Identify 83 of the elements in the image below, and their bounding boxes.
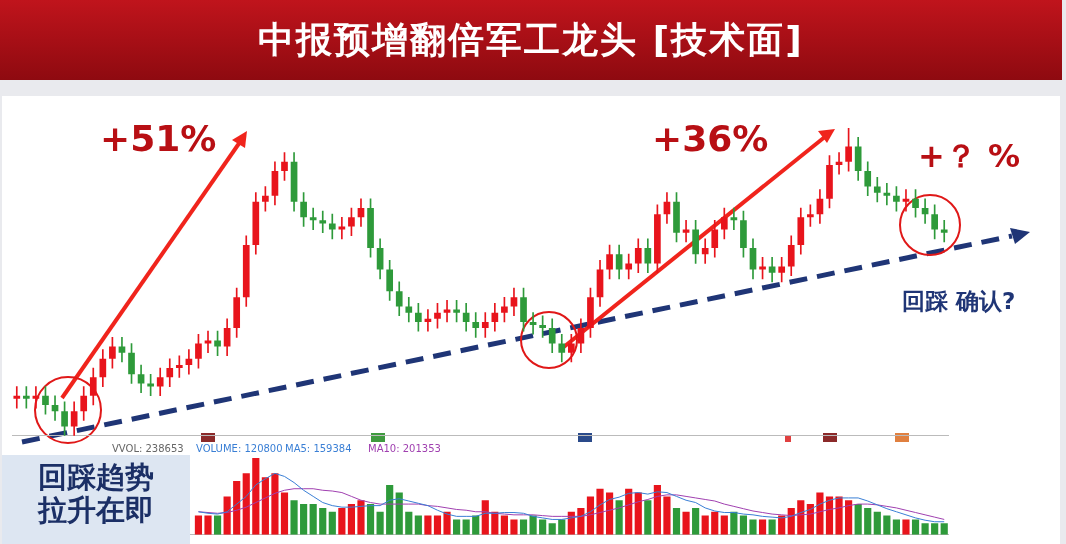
bar <box>347 504 356 535</box>
candlestick <box>701 238 709 264</box>
bar <box>223 496 231 535</box>
bar <box>548 523 556 535</box>
candlestick <box>472 312 480 338</box>
bar <box>663 496 671 535</box>
bar <box>911 519 920 535</box>
bar <box>615 500 623 535</box>
bar <box>414 515 422 535</box>
bar <box>539 519 547 535</box>
bar <box>213 515 222 535</box>
bar <box>319 507 327 535</box>
bar <box>204 515 212 535</box>
candlestick <box>309 207 317 230</box>
bar <box>300 504 308 535</box>
bar <box>653 484 661 535</box>
bar <box>596 488 604 535</box>
bar <box>290 500 298 535</box>
chart-title: 中报预增翻倍军工龙头 [技术面] <box>0 0 1062 80</box>
bar <box>921 523 929 535</box>
bar <box>845 500 853 535</box>
bar <box>749 519 757 535</box>
bar <box>424 515 432 535</box>
bar <box>768 519 776 535</box>
candlestick <box>13 386 21 409</box>
candlestick <box>405 296 413 323</box>
bar <box>280 492 289 535</box>
bar <box>261 477 269 535</box>
bar <box>328 511 336 535</box>
annotation: 回踩 确认? <box>902 288 1016 315</box>
bar <box>682 511 690 535</box>
annotation: +51% <box>100 118 217 160</box>
bar <box>500 515 508 535</box>
candlestick <box>338 216 346 240</box>
bar <box>519 519 528 535</box>
text: MA10: 201353 <box>368 443 441 455</box>
bar <box>462 519 470 535</box>
candlestick <box>319 210 327 233</box>
bar <box>252 458 260 535</box>
bar <box>854 504 862 535</box>
bar <box>940 523 948 535</box>
bar <box>405 511 413 535</box>
bar <box>433 515 442 535</box>
annotation: +？ % <box>918 137 1021 175</box>
bar <box>672 507 681 535</box>
bar <box>892 519 900 535</box>
text: VOLUME: 120800 <box>196 443 283 455</box>
bar <box>194 515 203 535</box>
bar <box>271 473 279 535</box>
text: VVOL: 238653 <box>112 443 184 455</box>
annotation: +36% <box>652 118 769 160</box>
bar <box>309 504 317 535</box>
bar <box>873 511 881 535</box>
bar <box>883 515 891 535</box>
bar <box>701 515 709 535</box>
bar <box>366 504 375 535</box>
bar <box>634 492 642 535</box>
candlestick <box>481 312 489 338</box>
bar <box>692 507 700 535</box>
bar <box>453 519 461 535</box>
bar <box>242 473 250 535</box>
bar <box>758 519 767 535</box>
bar <box>711 511 719 535</box>
candlestick <box>175 355 183 378</box>
bar <box>864 507 872 535</box>
bar <box>510 519 518 535</box>
candlestick <box>940 220 948 243</box>
bar <box>644 500 652 535</box>
bar <box>338 507 346 535</box>
candlestick <box>778 256 786 283</box>
bar <box>739 515 748 535</box>
bar <box>931 523 939 535</box>
bar <box>357 500 365 535</box>
bar <box>376 511 384 535</box>
bar <box>720 515 728 535</box>
bar <box>625 488 633 535</box>
bar <box>816 492 824 535</box>
bar <box>835 496 843 535</box>
bar <box>233 481 241 535</box>
text: MA5: 159384 <box>285 443 352 455</box>
annotation: 回踩趋势拉升在即 <box>2 455 190 544</box>
bar <box>443 511 451 535</box>
bar <box>902 519 910 535</box>
